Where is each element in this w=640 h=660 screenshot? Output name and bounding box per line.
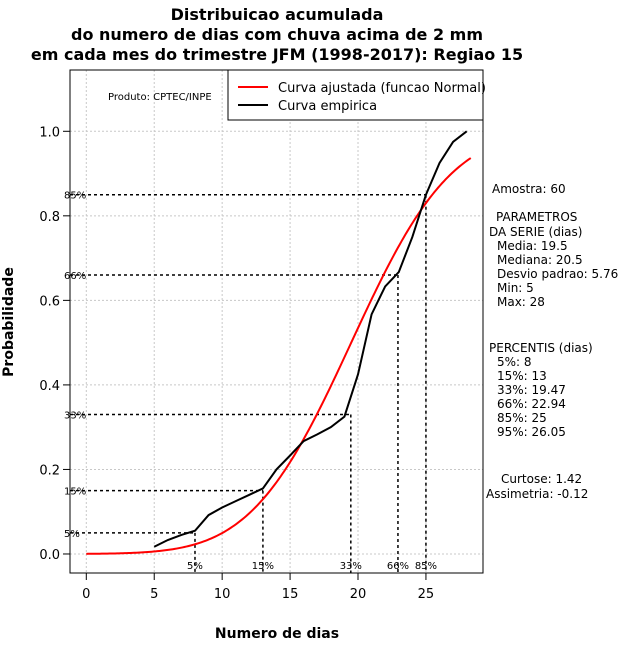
x-tick-label: 15: [282, 587, 299, 602]
x-axis-label: Numero de dias: [215, 626, 339, 642]
legend-label-fitted: Curva ajustada (funcao Normal): [278, 81, 486, 96]
side-sd: Desvio padrao: 5.76: [497, 267, 618, 281]
chart-title-line-2: do numero de dias com chuva acima de 2 m…: [71, 25, 483, 44]
x-tick-label: 10: [214, 587, 231, 602]
y-tick-label: 0.0: [39, 548, 60, 563]
side-percentiles-heading: PERCENTIS (dias): [489, 341, 593, 355]
percentile-x-label: 15%: [252, 561, 274, 572]
side-p33: 33%: 19.47: [497, 383, 566, 397]
x-tick-label: 5: [150, 587, 158, 602]
y-axis-label: Probabilidade: [1, 267, 17, 377]
percentile-y-label: 66%: [64, 271, 86, 282]
side-skewness: Assimetria: -0.12: [486, 487, 588, 501]
side-params-heading: PARAMETROS: [496, 210, 577, 224]
percentile-y-label: 5%: [64, 529, 80, 540]
x-tick-label: 20: [350, 587, 367, 602]
side-p66: 66%: 22.94: [497, 397, 566, 411]
chart-title-line-3: em cada mes do trimestre JFM (1998-2017)…: [31, 45, 523, 64]
x-axis: 0 5 10 15 20 25: [82, 573, 434, 602]
percentile-lines: 5% 5% 15% 15% 33% 33% 66% 66% 85% 85%: [64, 191, 437, 573]
legend-label-empirical: Curva empirica: [278, 99, 377, 114]
side-p95: 95%: 26.05: [497, 425, 566, 439]
grid: [70, 70, 483, 573]
side-min: Min: 5: [497, 281, 534, 295]
y-axis: 0.0 0.2 0.4 0.6 0.8 1.0: [39, 125, 70, 563]
percentile-x-label: 66%: [387, 561, 409, 572]
side-p15: 15%: 13: [497, 369, 547, 383]
percentile-y-label: 15%: [64, 487, 86, 498]
credit-text: Produto: CPTEC/INPE: [108, 92, 212, 103]
chart-title-line-1: Distribuicao acumulada: [171, 5, 384, 24]
y-tick-label: 0.6: [39, 294, 60, 309]
plot-frame: [69, 69, 484, 574]
y-tick-label: 0.2: [39, 463, 60, 478]
series-group: [86, 130, 472, 555]
series-empirical-line: [153, 130, 468, 548]
side-panel: Amostra: 60 PARAMETROS DA SERIE (dias) M…: [486, 182, 618, 501]
x-tick-label: 0: [82, 587, 90, 602]
side-max: Max: 28: [497, 295, 545, 309]
y-tick-label: 0.4: [39, 379, 60, 394]
side-kurtosis: Curtose: 1.42: [501, 472, 582, 486]
percentile-x-label: 85%: [415, 561, 437, 572]
percentile-x-label: 33%: [340, 561, 362, 572]
side-mean: Media: 19.5: [497, 239, 568, 253]
side-sample: Amostra: 60: [492, 182, 566, 196]
series-fitted-normal-line: [86, 157, 472, 555]
legend: Curva ajustada (funcao Normal) Curva emp…: [227, 69, 486, 121]
percentile-y-label: 33%: [64, 410, 86, 421]
side-median: Mediana: 20.5: [497, 253, 583, 267]
y-tick-label: 1.0: [39, 125, 60, 140]
side-params-subheading: DA SERIE (dias): [489, 225, 582, 239]
y-tick-label: 0.8: [39, 210, 60, 225]
legend-box: [227, 69, 484, 121]
percentile-y-label: 85%: [64, 191, 86, 202]
percentile-x-label: 5%: [187, 561, 203, 572]
side-p85: 85%: 25: [497, 411, 547, 425]
side-p5: 5%: 8: [497, 355, 532, 369]
x-tick-label: 25: [418, 587, 435, 602]
